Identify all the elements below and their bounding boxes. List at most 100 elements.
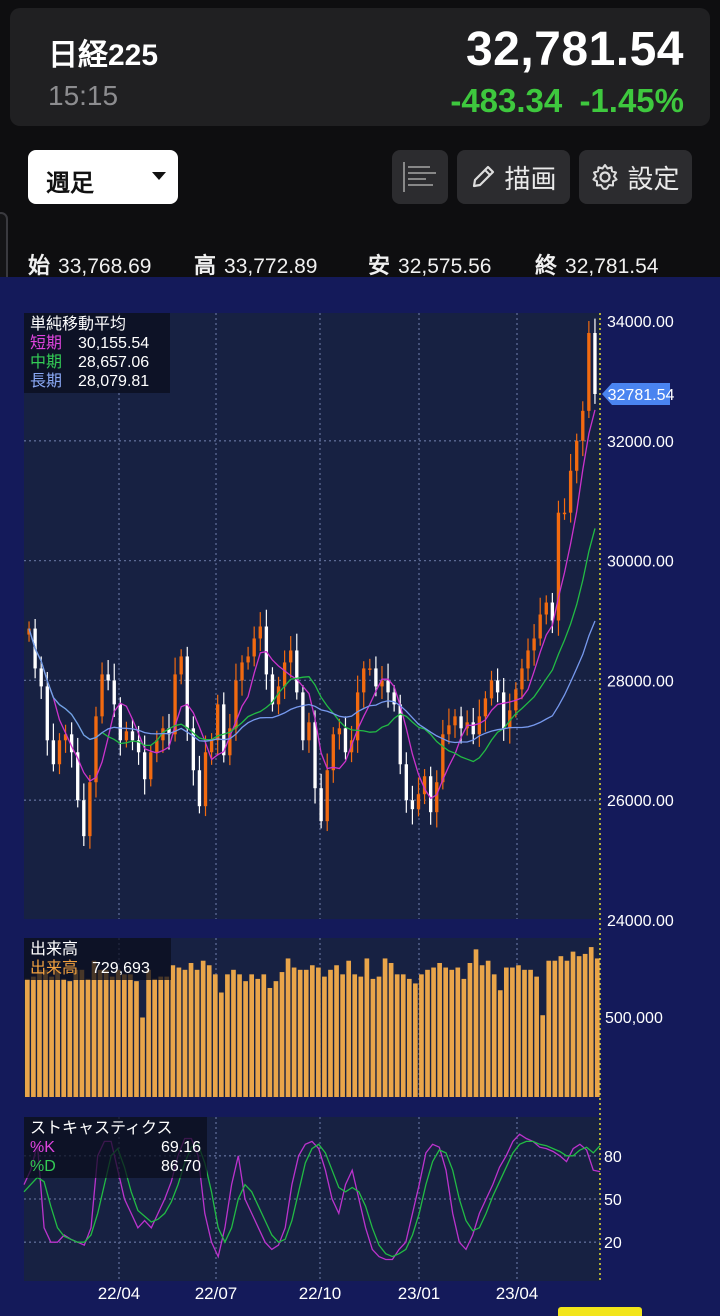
candle-body (331, 734, 335, 771)
volume-bar (176, 967, 182, 1097)
candle-body (568, 470, 573, 513)
candle-body (562, 512, 567, 515)
layout-button[interactable] (392, 150, 448, 204)
candle-body (276, 686, 281, 705)
volume-bar (243, 981, 248, 1097)
stoch-tick-label: 50 (604, 1192, 622, 1209)
candle-body (222, 704, 226, 756)
candle-body (538, 614, 542, 639)
volume-bar (291, 967, 297, 1097)
stoch-k-line (23, 1133, 601, 1261)
low-value: 32,575.56 (398, 255, 492, 278)
volume-bar (109, 976, 115, 1097)
stoch-tick-label: 80 (604, 1149, 622, 1166)
candle-body (185, 656, 189, 729)
candle-body (295, 650, 299, 693)
volume-bar (497, 990, 503, 1097)
candle-body (301, 692, 305, 741)
volume-bar (516, 965, 521, 1097)
volume-bar (212, 974, 218, 1097)
chart-area[interactable]: 34000.00 32000.00 30000.00 28000.00 26000.00… (0, 277, 720, 1316)
candle-body (264, 626, 269, 675)
time-tick-label: 22/10 (299, 1284, 342, 1303)
volume-bar (346, 960, 352, 1097)
volume-bar (134, 981, 139, 1097)
volume-bar (152, 978, 157, 1097)
stoch-d-row: %D 86.70 (30, 1157, 201, 1176)
settings-button[interactable]: 設定 (579, 150, 692, 204)
volume-bar (231, 969, 236, 1097)
volume-bar (594, 958, 600, 1097)
volume-bar (91, 960, 97, 1097)
volume-bar (237, 974, 242, 1097)
high-label: 高 (194, 253, 217, 278)
price-change: -483.34 -1.45% (450, 82, 684, 120)
price-pane (24, 313, 600, 919)
candle-body (63, 734, 68, 741)
volume-bar (309, 965, 315, 1097)
last-price: 32,781.54 (465, 23, 684, 76)
price-tick-label: 26000.00 (607, 793, 674, 810)
volume-value: 729,693 (92, 960, 150, 977)
ohlc-open: 始 33,768.69 (28, 248, 151, 280)
candle-body (234, 680, 238, 729)
candle-body (142, 752, 147, 780)
candle-body (94, 716, 98, 783)
volume-bar (158, 976, 164, 1097)
candle-body (88, 782, 92, 837)
volume-bar (97, 969, 103, 1097)
candle-body (453, 716, 457, 726)
candle-body (477, 716, 482, 735)
volume-bar (406, 978, 412, 1097)
candle-body (258, 626, 262, 639)
volume-title: 出来高 (30, 941, 79, 958)
candle-body (502, 692, 506, 729)
volume-bar (528, 969, 533, 1097)
candle-body (380, 680, 384, 687)
candle-body (209, 740, 214, 753)
candle-body (246, 656, 250, 663)
volume-bar (249, 974, 254, 1097)
draw-button[interactable]: 描画 (457, 150, 570, 204)
stoch-title: ストキャスティクス (30, 1120, 173, 1137)
volume-bar (582, 953, 588, 1097)
volume-bar (67, 981, 73, 1097)
candle-body (495, 680, 500, 693)
ohlc-high: 高 33,772.89 (194, 248, 317, 280)
volume-bar (182, 969, 188, 1097)
volume-bar (79, 969, 85, 1097)
volume-name: 出来高 (30, 960, 79, 977)
candle-body (319, 788, 323, 822)
volume-bar (558, 956, 564, 1097)
candle-body (216, 704, 220, 741)
volume-bar (115, 969, 121, 1097)
volume-bar (394, 974, 400, 1097)
volume-bar (140, 1017, 145, 1097)
volume-bar (352, 974, 358, 1097)
candle-body (197, 770, 202, 807)
chart-canvas[interactable]: 34000.00 32000.00 30000.00 28000.00 26000.00… (0, 277, 720, 1316)
volume-bar (479, 965, 485, 1097)
volume-bar (388, 962, 394, 1097)
stoch-k-row: %K 69.16 (30, 1138, 201, 1157)
volume-bar (540, 1015, 546, 1097)
volume-bar (431, 967, 436, 1097)
period-dropdown[interactable]: 週足 (28, 150, 178, 204)
volume-bar (461, 978, 467, 1097)
gear-icon (592, 164, 619, 190)
candle-body (57, 740, 62, 765)
stoch-legend: ストキャスティクス %K 69.16 %D 86.70 (24, 1117, 207, 1178)
layout-icon (403, 162, 436, 192)
volume-bar (146, 969, 151, 1097)
ohlc-close: 終 32,781.54 (535, 248, 658, 280)
volume-bar (364, 958, 370, 1097)
volume-bar (522, 969, 527, 1097)
volume-bar (225, 974, 230, 1097)
candle-body (337, 728, 342, 735)
last-price-marker (602, 382, 670, 405)
price-tick-label: 32000.00 (607, 434, 674, 451)
high-value: 33,772.89 (224, 255, 318, 278)
volume-bar (467, 962, 473, 1097)
stoch-k-value: 69.16 (160, 1139, 201, 1156)
stoch-k-name: %K (30, 1139, 55, 1156)
